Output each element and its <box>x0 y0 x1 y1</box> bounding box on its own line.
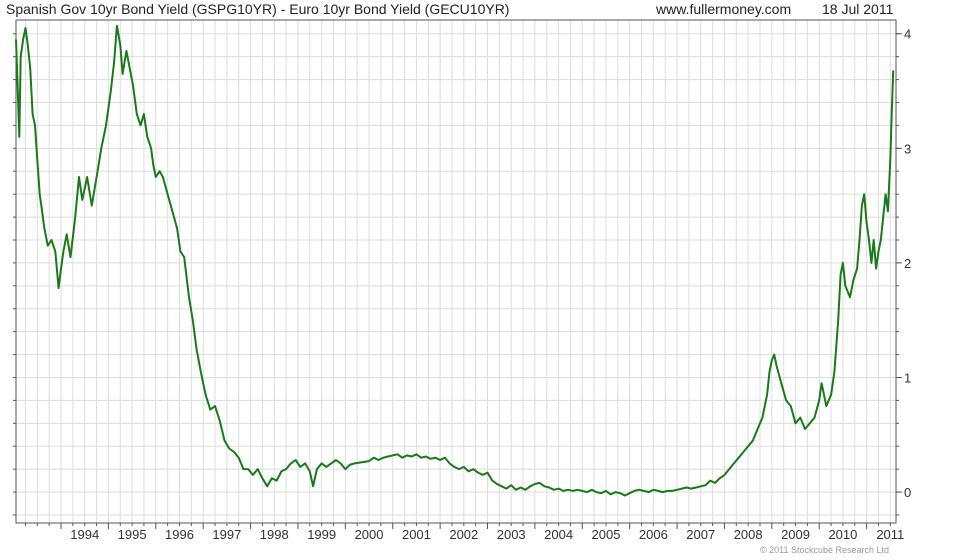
x-tick-label: 2000 <box>355 527 384 542</box>
chart-date: 18 Jul 2011 <box>822 1 894 17</box>
x-tick-label: 2005 <box>592 527 621 542</box>
chart-title: Spanish Gov 10yr Bond Yield (GSPG10YR) -… <box>6 1 510 17</box>
y-tick-label: 3 <box>904 141 911 156</box>
x-tick-label: 2007 <box>686 527 715 542</box>
y-tick-label: 2 <box>904 256 911 271</box>
grid <box>16 20 896 523</box>
tick-labels: 1994 1995 1996 1997 1998 1999 2000 2001 2002 2003… <box>70 27 911 542</box>
x-tick-label: 2004 <box>544 527 573 542</box>
x-tick-label: 2002 <box>449 527 478 542</box>
x-tick-label: 2011 <box>876 527 904 542</box>
x-tick-label: 2001 <box>402 527 431 542</box>
x-tick-label: 1995 <box>118 527 147 542</box>
y-tick-label: 1 <box>904 370 911 385</box>
x-tick-label: 2008 <box>734 527 763 542</box>
x-tick-label: 2009 <box>781 527 810 542</box>
x-tick-label: 2010 <box>828 527 857 542</box>
spread-series-line <box>15 24 895 497</box>
plot-frame <box>15 19 897 524</box>
x-tick-label: 1999 <box>307 527 336 542</box>
axis-ticks <box>13 33 902 529</box>
source-label: www.fullermoney.com <box>656 1 792 17</box>
x-tick-label: 1997 <box>212 527 241 542</box>
x-tick-label: 2003 <box>497 527 526 542</box>
x-tick-label: 1996 <box>165 527 194 542</box>
copyright-note: © 2011 Stockcube Research Ltd <box>760 545 890 555</box>
y-tick-label: 4 <box>904 27 911 42</box>
y-tick-label: 0 <box>904 485 911 500</box>
x-tick-label: 1998 <box>260 527 289 542</box>
x-tick-label: 2006 <box>639 527 668 542</box>
x-tick-label: 1994 <box>70 527 99 542</box>
